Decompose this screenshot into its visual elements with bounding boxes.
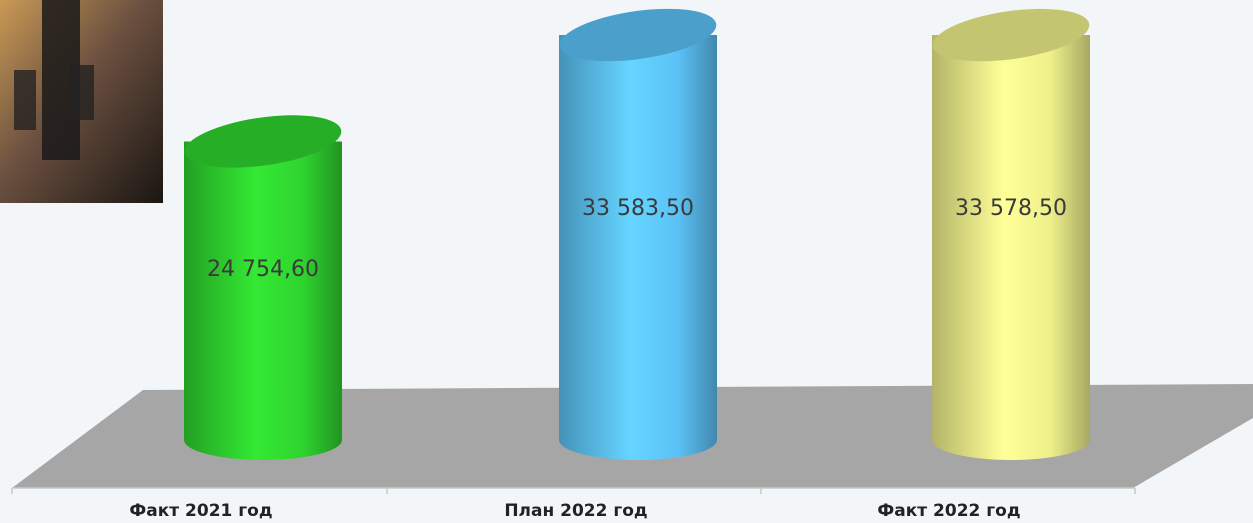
x-tick-label: Факт 2021 год xyxy=(129,501,272,521)
x-ticks xyxy=(11,488,1136,494)
value-label: 24 754,60 xyxy=(207,257,319,282)
value-label: 33 583,50 xyxy=(582,196,694,221)
bar xyxy=(932,35,1090,460)
bar-top xyxy=(932,8,1090,62)
photo xyxy=(0,0,163,203)
x-tick-label: Факт 2022 год xyxy=(877,501,1020,521)
value-label: 33 578,50 xyxy=(955,196,1067,221)
x-tick-label: План 2022 год xyxy=(504,501,647,521)
bar xyxy=(184,141,342,461)
bar xyxy=(559,35,717,460)
bar-top xyxy=(184,115,342,168)
bar-top xyxy=(559,8,717,62)
